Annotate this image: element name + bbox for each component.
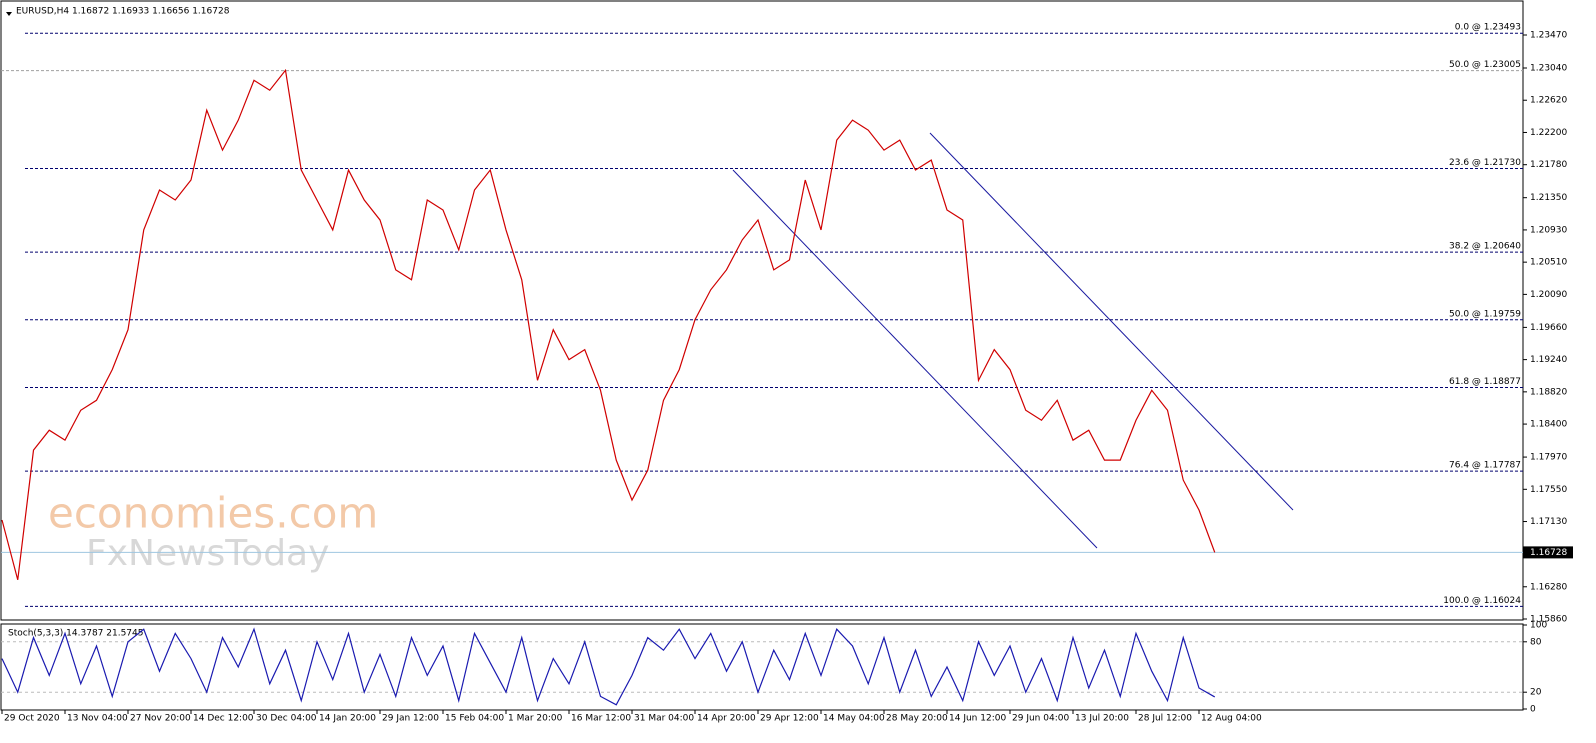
- y-tick-label: 1.19240: [1530, 355, 1567, 365]
- y-tick-label: 1.19660: [1530, 323, 1567, 333]
- y-tick-label: 100: [1530, 621, 1547, 631]
- y-tick-label: 1.18400: [1530, 420, 1567, 430]
- x-tick-label: 30 Dec 04:00: [256, 714, 317, 724]
- channel-line: [732, 169, 1098, 549]
- current-price-box: [1523, 546, 1573, 559]
- price-line: [1, 627, 1216, 706]
- x-tick-label: 12 Aug 04:00: [1201, 714, 1262, 724]
- y-tick-label: 1.17130: [1530, 517, 1567, 527]
- x-tick-label: 29 Apr 12:00: [760, 714, 819, 724]
- x-tick-label: 28 Jul 12:00: [1138, 714, 1192, 724]
- watermark: economies.com: [48, 489, 378, 538]
- y-tick-label: 1.16280: [1530, 582, 1567, 592]
- y-tick-label: 20: [1530, 688, 1542, 698]
- channel-line: [929, 132, 1294, 511]
- fibo-label: 38.2 @ 1.20640: [1449, 242, 1521, 252]
- y-tick-label: 1.22200: [1530, 128, 1567, 138]
- x-tick-label: 16 Mar 12:00: [571, 714, 631, 724]
- x-tick-label: 1 Mar 20:00: [508, 714, 563, 724]
- x-tick-label: 14 Jan 20:00: [319, 714, 376, 724]
- y-tick-label: 1.20930: [1530, 225, 1567, 235]
- y-tick-label: 1.23470: [1530, 30, 1567, 40]
- price-line: [1, 68, 1216, 581]
- y-tick-label: 1.18820: [1530, 387, 1567, 397]
- fibo-label: 100.0 @ 1.16024: [1443, 596, 1521, 606]
- y-tick-label: 80: [1530, 637, 1542, 647]
- chart-title: EURUSD,H4 1.16872 1.16933 1.16656 1.1672…: [16, 7, 230, 17]
- x-tick-label: 29 Jan 12:00: [382, 714, 439, 724]
- fibo-label: 0.0 @ 1.23493: [1455, 23, 1521, 33]
- fibo-label: 23.6 @ 1.21730: [1449, 158, 1521, 168]
- x-tick-label: 13 Nov 04:00: [67, 714, 128, 724]
- x-tick-label: 14 Dec 12:00: [193, 714, 254, 724]
- y-tick-label: 1.17550: [1530, 485, 1567, 495]
- stoch-title: Stoch(5,3,3) 14.3787 21.5745: [8, 629, 143, 639]
- y-tick-label: 1.20510: [1530, 258, 1567, 268]
- y-tick-label: 1.23040: [1530, 63, 1567, 73]
- y-tick-label: 0: [1530, 705, 1536, 715]
- x-tick-label: 15 Feb 04:00: [445, 714, 504, 724]
- x-tick-label: 29 Oct 2020: [4, 714, 60, 724]
- y-tick-label: 1.21350: [1530, 193, 1567, 203]
- y-tick-label: 1.21780: [1530, 160, 1567, 170]
- x-tick-label: 13 Jul 20:00: [1075, 714, 1129, 724]
- y-tick-label: 1.17970: [1530, 453, 1567, 463]
- x-tick-label: 31 Mar 04:00: [634, 714, 694, 724]
- x-tick-label: 14 Apr 20:00: [697, 714, 756, 724]
- y-tick-label: 1.20090: [1530, 290, 1567, 300]
- menu-arrow: [6, 12, 12, 16]
- fibo-label: 76.4 @ 1.17787: [1449, 461, 1521, 471]
- x-tick-label: 14 Jun 12:00: [949, 714, 1006, 724]
- x-tick-label: 29 Jun 04:00: [1012, 714, 1069, 724]
- x-tick-label: 27 Nov 20:00: [130, 714, 191, 724]
- y-tick-label: 1.22620: [1530, 96, 1567, 106]
- x-tick-label: 28 May 20:00: [886, 714, 948, 724]
- y-tick-label: 1.15860: [1530, 615, 1567, 625]
- stoch-frame: [0, 623, 1524, 711]
- fibo-label: 50.0 @ 1.23005: [1449, 60, 1521, 70]
- fibo-label: 50.0 @ 1.19759: [1449, 309, 1521, 319]
- x-tick-label: 14 May 04:00: [823, 714, 885, 724]
- fibo-label: 61.8 @ 1.18877: [1449, 377, 1521, 387]
- current-price-label: 1.16728: [1530, 548, 1567, 558]
- watermark: FxNewsToday: [86, 533, 329, 574]
- main-frame: [0, 0, 1524, 621]
